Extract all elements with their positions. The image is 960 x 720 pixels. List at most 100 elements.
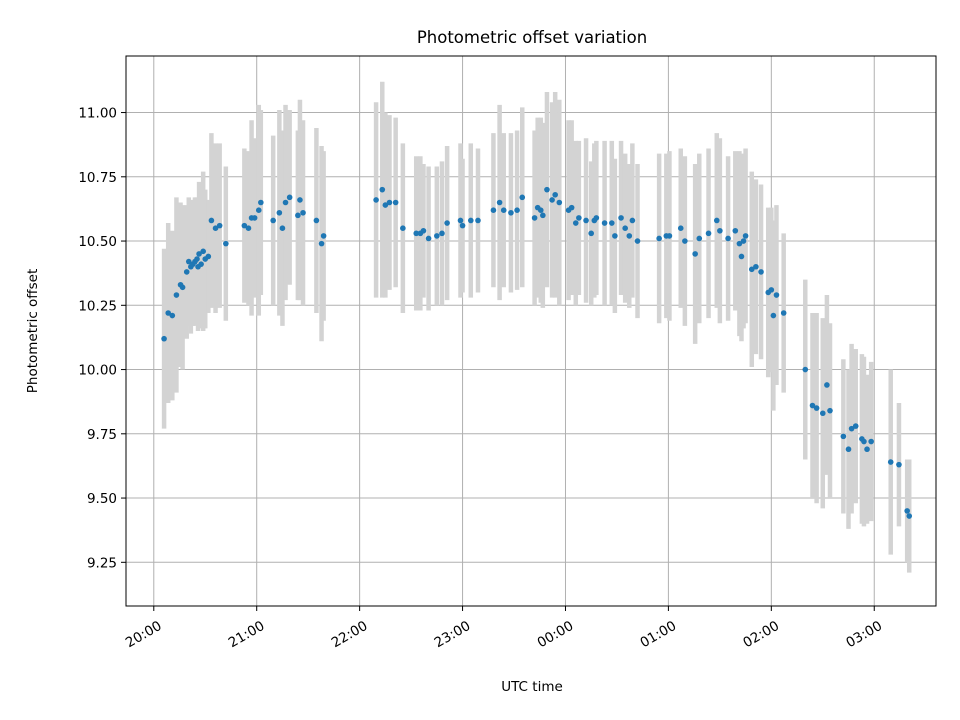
data-point (392, 199, 399, 206)
data-point (179, 284, 186, 291)
data-point (320, 233, 327, 239)
y-tick-label: 10.00 (78, 363, 117, 379)
data-point (279, 225, 286, 231)
data-point (906, 513, 913, 519)
data-point (738, 253, 745, 260)
data-point (251, 215, 258, 221)
data-point (740, 238, 747, 244)
data-point (696, 235, 703, 242)
data-point (200, 248, 206, 255)
data-point (692, 251, 698, 257)
data-point (241, 222, 248, 229)
data-point (531, 215, 538, 221)
data-point (593, 215, 600, 221)
data-point (183, 269, 190, 275)
y-tick-label: 10.25 (78, 298, 117, 314)
y-tick-label: 9.75 (87, 427, 117, 443)
data-point (198, 261, 204, 267)
data-point (459, 222, 466, 229)
data-point (840, 433, 847, 440)
data-point (736, 240, 743, 247)
data-point (705, 230, 712, 237)
data-point (717, 227, 723, 234)
data-point (568, 204, 575, 211)
data-point (490, 207, 497, 214)
data-point (161, 335, 167, 342)
data-point (618, 215, 624, 221)
data-point (583, 217, 589, 224)
data-point (868, 438, 874, 445)
data-point (629, 217, 636, 224)
grid-layer (126, 56, 936, 606)
data-point (852, 423, 859, 429)
data-point (666, 233, 673, 239)
data-point (379, 186, 386, 193)
data-point (780, 310, 787, 316)
data-point (576, 215, 582, 221)
data-point (508, 209, 514, 216)
data-point (656, 235, 662, 242)
data-point (612, 233, 618, 239)
data-point (467, 217, 474, 224)
data-point (904, 508, 910, 514)
y-tick-label: 9.50 (87, 491, 117, 507)
data-point (588, 230, 595, 237)
data-point (848, 425, 855, 432)
data-point (208, 217, 215, 224)
data-point (457, 217, 464, 224)
data-point (732, 227, 739, 234)
data-point (552, 191, 558, 198)
chart-title: Photometric offset variation (417, 28, 647, 47)
y-axis-label: Photometric offset (25, 269, 41, 393)
data-point (386, 199, 393, 206)
data-point (173, 292, 180, 298)
data-point (258, 199, 264, 206)
data-point (682, 238, 688, 244)
data-point (297, 197, 303, 203)
data-point (434, 233, 440, 239)
data-point (205, 253, 212, 260)
y-tick-label: 11.00 (78, 106, 117, 122)
data-point (413, 230, 420, 237)
data-point (373, 197, 379, 203)
data-point (223, 240, 229, 247)
data-point (318, 240, 325, 247)
data-point (245, 225, 252, 231)
data-point (770, 312, 777, 319)
data-point (861, 438, 867, 445)
data-point (753, 263, 759, 270)
plot-frame (125, 55, 937, 607)
data-point (270, 217, 276, 224)
x-axis-label: UTC time (501, 679, 563, 695)
data-point (216, 222, 223, 229)
data-point (601, 220, 608, 226)
data-point (626, 233, 633, 239)
data-point (540, 212, 546, 219)
data-point (725, 235, 731, 242)
data-point (295, 212, 301, 219)
data-point (887, 459, 894, 465)
data-point (255, 207, 262, 214)
data-point (819, 410, 826, 417)
data-point (282, 199, 289, 206)
data-point (496, 199, 503, 206)
data-point (425, 235, 432, 242)
data-point (802, 366, 809, 373)
data-point (420, 227, 427, 234)
data-point (537, 207, 544, 214)
data-point (677, 225, 684, 231)
data-point (824, 382, 830, 388)
data-point (634, 238, 641, 244)
data-point (742, 233, 749, 239)
data-point (758, 269, 764, 275)
data-point (444, 220, 450, 226)
data-point (713, 217, 720, 224)
data-point (439, 230, 445, 237)
data-point (382, 202, 389, 208)
data-point (196, 251, 202, 257)
data-point (475, 217, 481, 224)
data-point (608, 220, 615, 226)
data-point (813, 405, 820, 411)
